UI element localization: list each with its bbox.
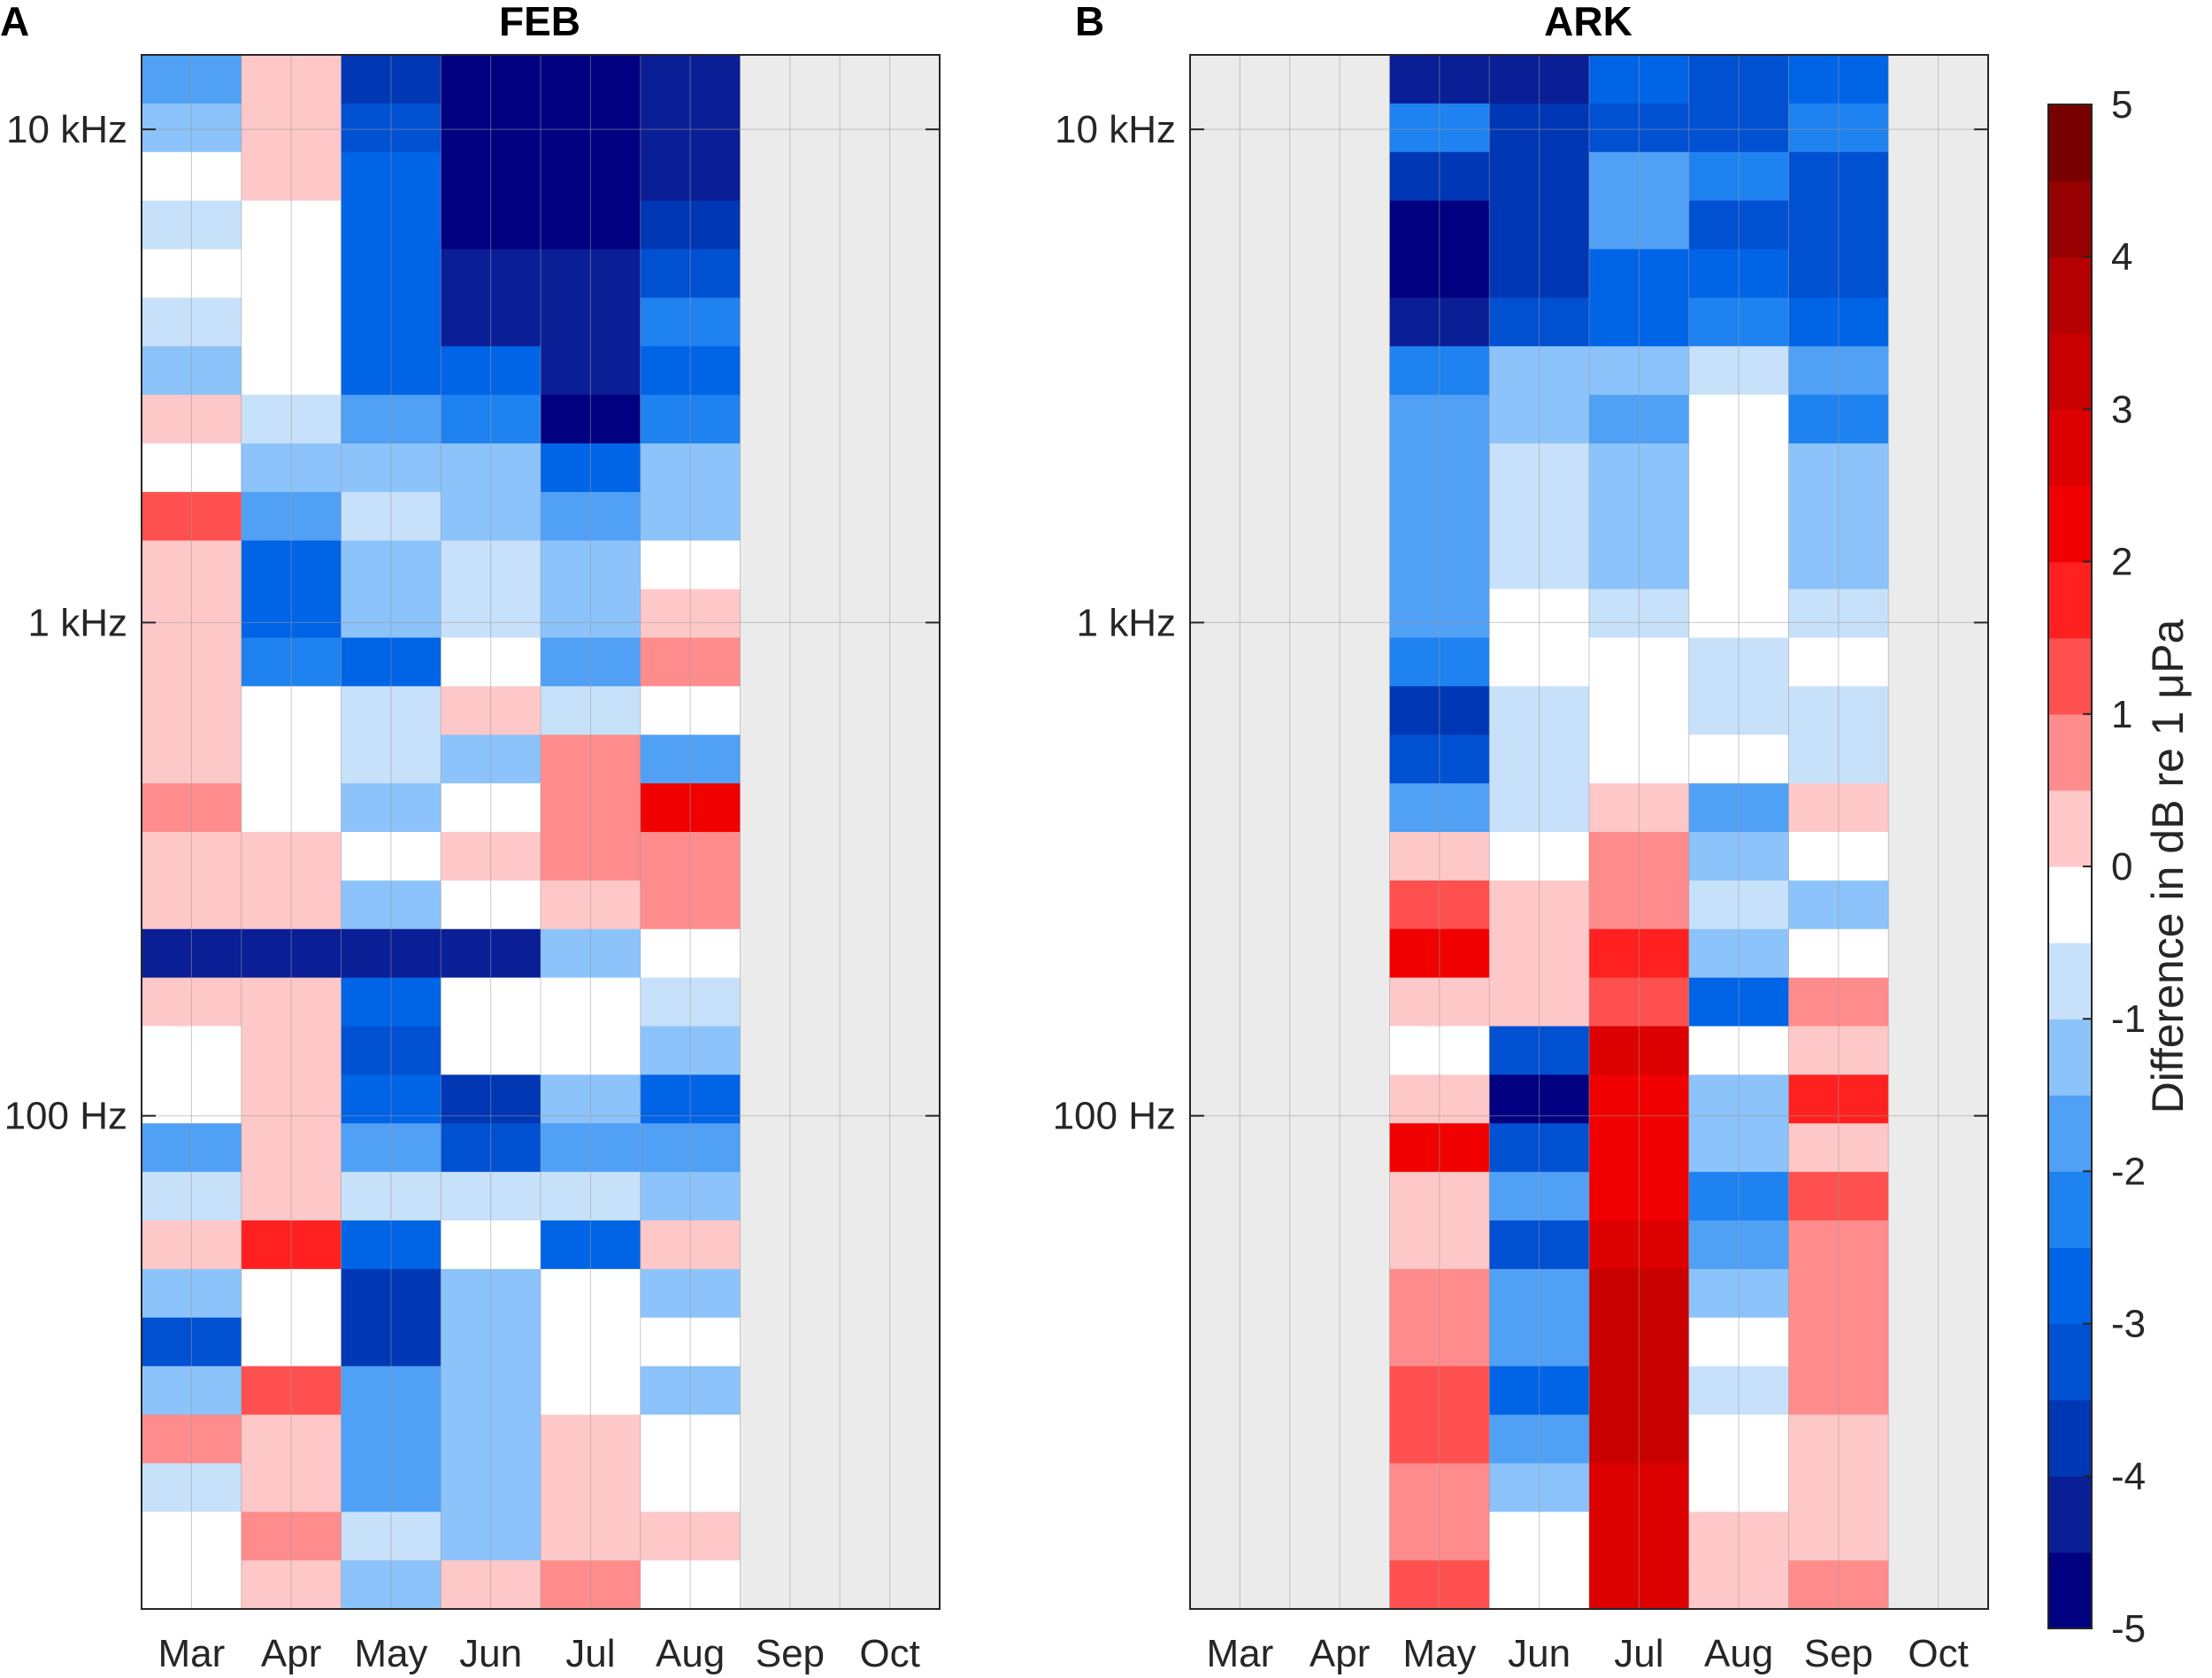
- x-tick-label-mar: Mar: [157, 1632, 225, 1675]
- x-tick-label-apr: Apr: [261, 1632, 321, 1675]
- colorbar-band: [2048, 1475, 2092, 1553]
- panel-b-axes-frame: [1189, 54, 1989, 1610]
- x-tick-label-apr: Apr: [1310, 1632, 1370, 1675]
- x-tick-label-may: May: [354, 1632, 427, 1675]
- colorbar-tick-label: -4: [2111, 1455, 2146, 1498]
- colorbar-tick-label: -2: [2111, 1150, 2146, 1193]
- colorbar-band: [2048, 1095, 2092, 1172]
- x-tick-label-may: May: [1402, 1632, 1476, 1675]
- x-tick-label-jul: Jul: [1614, 1632, 1663, 1675]
- colorbar-band: [2048, 789, 2092, 867]
- panel-a-title: FEB: [499, 0, 580, 44]
- colorbar-band: [2048, 409, 2092, 487]
- panel-a-feb: A FEB 100 Hz 1 kHz 10 kHz Mar Apr May Jun Jul A…: [0, 0, 941, 1675]
- colorbar-tick-label: 2: [2111, 541, 2132, 584]
- panel-b-gridlines: [1190, 55, 1988, 1609]
- colorbar-band: [2048, 637, 2092, 715]
- colorbar-band: [2048, 485, 2092, 563]
- x-tick-label-jun: Jun: [459, 1632, 522, 1675]
- colorbar-bands: [2048, 104, 2092, 1629]
- colorbar-tick-label: 0: [2111, 845, 2132, 889]
- panel-a-x-ticks: Mar Apr May Jun Jul Aug Sep Oct: [157, 1632, 919, 1675]
- x-tick-label-jun: Jun: [1508, 1632, 1571, 1675]
- x-tick-label-aug: Aug: [1704, 1632, 1773, 1675]
- x-tick-label-oct: Oct: [1908, 1632, 1968, 1675]
- colorbar-tick-label: -1: [2111, 997, 2146, 1041]
- colorbar-band: [2048, 1171, 2092, 1249]
- panel-a-y-ticks: 100 Hz 1 kHz 10 kHz: [4, 108, 940, 1138]
- colorbar-band: [2048, 104, 2092, 181]
- colorbar-band: [2048, 1551, 2092, 1629]
- panel-b-x-ticks: Mar Apr May Jun Jul Aug Sep Oct: [1206, 1632, 1968, 1675]
- panel-b-letter: B: [1075, 0, 1104, 44]
- colorbar-band: [2048, 561, 2092, 639]
- colorbar-band: [2048, 866, 2092, 943]
- colorbar-band: [2048, 181, 2092, 258]
- colorbar-band: [2048, 1247, 2092, 1325]
- x-tick-label-sep: Sep: [1804, 1632, 1873, 1675]
- colorbar-tick-label: -5: [2111, 1607, 2146, 1651]
- x-tick-label-jul: Jul: [565, 1632, 615, 1675]
- colorbar-label: Difference in dB re 1 μPa: [2143, 619, 2193, 1113]
- panel-b-ark: B ARK 100 Hz 1 kHz 10 kHz Mar Apr May Jun Jul A…: [1053, 0, 1989, 1675]
- colorbar-tick-label: 1: [2111, 693, 2132, 736]
- y-tick-label: 1 kHz: [1077, 601, 1176, 644]
- y-tick-label: 10 kHz: [1055, 108, 1176, 151]
- colorbar-band: [2048, 333, 2092, 410]
- x-tick-label-mar: Mar: [1206, 1632, 1273, 1675]
- y-tick-label: 1 kHz: [28, 601, 127, 644]
- colorbar-tick-label: 5: [2111, 83, 2132, 127]
- y-tick-label: 100 Hz: [1053, 1095, 1176, 1138]
- panel-a-gridlines: [142, 55, 940, 1609]
- colorbar-band: [2048, 1323, 2092, 1401]
- x-tick-label-aug: Aug: [656, 1632, 725, 1675]
- colorbar-band: [2048, 713, 2092, 791]
- panel-a-letter: A: [0, 0, 29, 44]
- panel-a-axes-frame: [141, 54, 941, 1610]
- colorbar-band: [2048, 1399, 2092, 1477]
- x-tick-label-oct: Oct: [859, 1632, 919, 1675]
- colorbar-band: [2048, 1019, 2092, 1096]
- colorbar-tick-label: -3: [2111, 1303, 2146, 1346]
- colorbar-band: [2048, 943, 2092, 1020]
- colorbar-tick-label: 4: [2111, 235, 2132, 279]
- colorbar-tick-label: 3: [2111, 388, 2132, 431]
- y-tick-label: 100 Hz: [4, 1095, 127, 1138]
- panel-b-title: ARK: [1544, 0, 1632, 44]
- colorbar-ticks: 5 4 3 2 1 0 -1 -2 -3 -4 -5: [2083, 83, 2146, 1651]
- colorbar: 5 4 3 2 1 0 -1 -2 -3 -4 -5 Difference in dB re 1 μ…: [2047, 83, 2193, 1651]
- x-tick-label-sep: Sep: [756, 1632, 825, 1675]
- panel-b-y-ticks: 100 Hz 1 kHz 10 kHz: [1053, 108, 1988, 1138]
- colorbar-band: [2048, 257, 2092, 334]
- y-tick-label: 10 kHz: [6, 108, 127, 151]
